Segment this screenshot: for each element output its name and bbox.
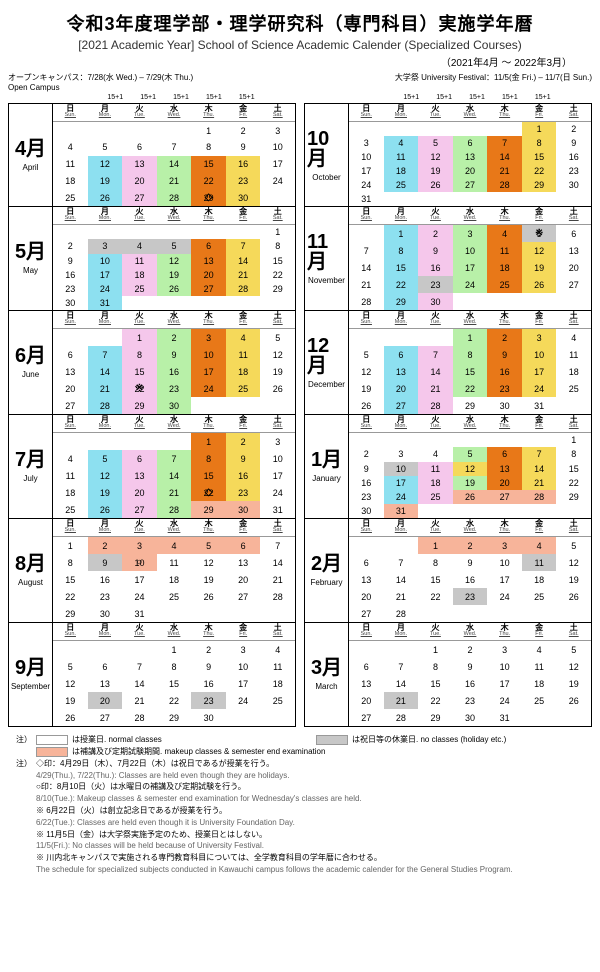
right-column: 10月October日Sun.月Mon.火Tue.水Wed.木Thu.金Fri.…: [304, 103, 592, 727]
open-campus-jp: オープンキャンパス：7/28(水 Wed.) – 7/29(木 Thu.): [8, 73, 193, 83]
week-header-row: 15+115+115+115+115+1 15+115+115+115+115+…: [8, 94, 592, 101]
month-may: 5月May日Sun.月Mon.火Tue.水Wed.木Thu.金Fri.土Sat.…: [8, 207, 296, 311]
month-april: 4月April日Sun.月Mon.火Tue.水Wed.木Thu.金Fri.土Sa…: [8, 103, 296, 207]
top-notes: オープンキャンパス：7/28(水 Wed.) – 7/29(木 Thu.) Op…: [8, 73, 592, 92]
month-july: 7月July日Sun.月Mon.火Tue.水Wed.木Thu.金Fri.土Sat…: [8, 415, 296, 519]
calendar-container: 4月April日Sun.月Mon.火Tue.水Wed.木Thu.金Fri.土Sa…: [8, 103, 592, 727]
left-column: 4月April日Sun.月Mon.火Tue.水Wed.木Thu.金Fri.土Sa…: [8, 103, 296, 727]
month-august: 8月August日Sun.月Mon.火Tue.水Wed.木Thu.金Fri.土S…: [8, 519, 296, 623]
month-march: 3月March日Sun.月Mon.火Tue.水Wed.木Thu.金Fri.土Sa…: [304, 623, 592, 727]
month-february: 2月February日Sun.月Mon.火Tue.水Wed.木Thu.金Fri.…: [304, 519, 592, 623]
title-sub: [2021 Academic Year] School of Science A…: [8, 38, 592, 52]
month-october: 10月October日Sun.月Mon.火Tue.水Wed.木Thu.金Fri.…: [304, 103, 592, 207]
open-campus-en: Open Campus: [8, 83, 193, 93]
month-december: 12月December日Sun.月Mon.火Tue.水Wed.木Thu.金Fri…: [304, 311, 592, 415]
month-september: 9月September日Sun.月Mon.火Tue.水Wed.木Thu.金Fri…: [8, 623, 296, 727]
title-main: 令和3年度理学部・理学研究科（専門科目）実施学年暦: [8, 10, 592, 36]
month-june: 6月June日Sun.月Mon.火Tue.水Wed.木Thu.金Fri.土Sat…: [8, 311, 296, 415]
month-january: 1月January日Sun.月Mon.火Tue.水Wed.木Thu.金Fri.土…: [304, 415, 592, 519]
notes-section: 注）は授業日. normal classesは祝日等の休業日. no class…: [8, 735, 592, 876]
festival-note: 大学祭 University Festival：11/5(金 Fri.) – 1…: [395, 73, 592, 92]
title-range: （2021年4月 ～ 2022年3月）: [8, 54, 592, 69]
month-november: 11月November日Sun.月Mon.火Tue.水Wed.木Thu.金Fri…: [304, 207, 592, 311]
